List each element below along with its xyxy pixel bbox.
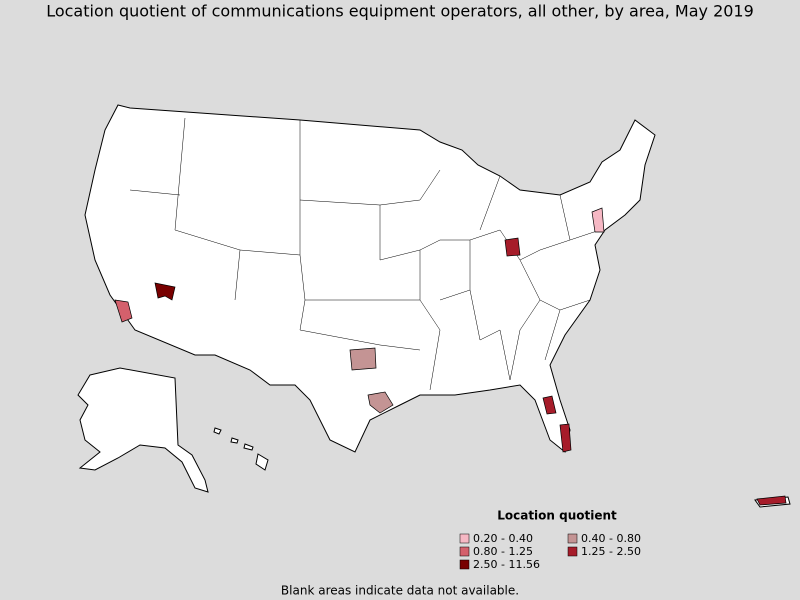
highlighted-area — [504, 237, 521, 257]
legend-label: 0.40 - 0.80 — [581, 532, 641, 545]
legend-swatch — [567, 546, 578, 557]
highlighted-area — [367, 391, 394, 414]
highlighted-area — [756, 495, 787, 506]
legend-swatch — [459, 533, 470, 544]
us-map — [77, 104, 791, 508]
map-title: Location quotient of communications equi… — [46, 2, 754, 21]
highlighted-area — [591, 207, 605, 233]
highlighted-area — [349, 347, 377, 371]
legend: Location quotient 0.20 - 0.40 0.40 - 0.80… — [459, 509, 641, 571]
footnote: Blank areas indicate data not available. — [281, 584, 519, 598]
highlighted-area — [542, 395, 557, 415]
highlighted-areas — [114, 207, 787, 506]
legend-title: Location quotient — [497, 509, 617, 523]
hawaii — [213, 427, 269, 471]
legend-label: 0.20 - 0.40 — [473, 532, 533, 545]
legend-swatch — [459, 546, 470, 557]
legend-label: 1.25 - 2.50 — [581, 545, 641, 558]
legend-swatch — [459, 559, 470, 570]
contiguous-us — [84, 104, 656, 453]
legend-label: 2.50 - 11.56 — [473, 558, 540, 571]
highlighted-area — [154, 282, 176, 301]
highlighted-area — [559, 423, 572, 453]
legend-swatch — [567, 533, 578, 544]
legend-label: 0.80 - 1.25 — [473, 545, 533, 558]
state-borders — [129, 117, 601, 391]
highlighted-area — [114, 299, 133, 323]
alaska — [77, 367, 209, 493]
